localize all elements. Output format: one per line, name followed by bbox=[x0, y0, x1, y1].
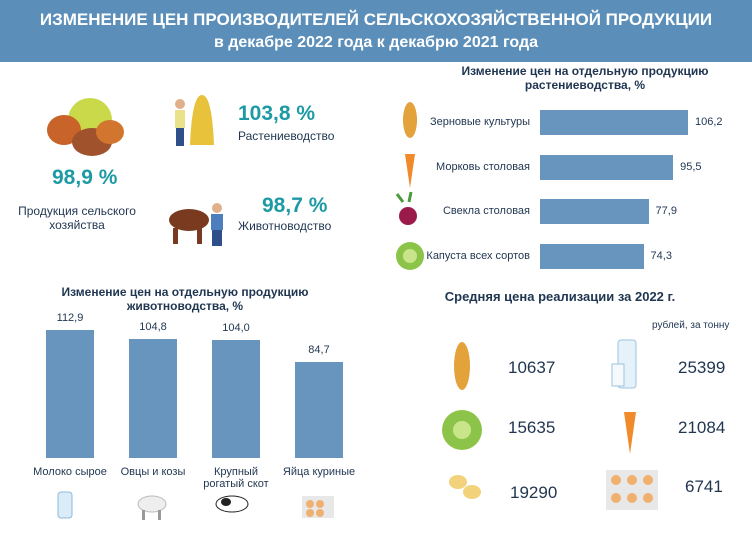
chart-title: Изменение цен на отдельную продукцию рас… bbox=[461, 64, 709, 92]
value-label: 106,2 bbox=[695, 116, 723, 128]
farmer-icon bbox=[175, 95, 214, 146]
bar bbox=[540, 110, 688, 135]
total-value: 98,9 % bbox=[52, 166, 118, 189]
category-label: Зерновые культуры bbox=[429, 116, 530, 128]
category-label: Капуста всех сортов bbox=[426, 250, 530, 263]
value-label: 104,0 bbox=[222, 322, 250, 335]
crops-value: 103,8 % bbox=[238, 102, 316, 125]
price-value: 25399 bbox=[678, 358, 726, 377]
category-label: Молоко сырое bbox=[33, 466, 107, 478]
header-subtitle: в декабре 2022 года к декабрю 2021 года bbox=[213, 34, 539, 51]
bar bbox=[540, 199, 649, 225]
bar bbox=[129, 339, 177, 458]
category-label: Яйца куриные bbox=[282, 466, 356, 478]
price-value: 6741 bbox=[685, 477, 723, 496]
price-icons bbox=[442, 339, 658, 510]
value-label: 77,9 bbox=[655, 205, 677, 218]
price-value: 15635 bbox=[508, 418, 556, 437]
chart-title: Изменение цен на отдельную продукцию жив… bbox=[61, 285, 309, 313]
livestock-icons bbox=[57, 491, 334, 520]
total-label: Продукция сельского хозяйства bbox=[18, 204, 136, 232]
livestock-label: Животноводство bbox=[238, 219, 332, 233]
header-title: ИЗМЕНЕНИЕ ЦЕН ПРОИЗВОДИТЕЛЕЙ СЕЛЬСКОХОЗЯ… bbox=[39, 10, 713, 29]
header-bar bbox=[0, 0, 752, 62]
category-label: Крупный рогатый скот bbox=[203, 466, 269, 490]
price-value: 10637 bbox=[508, 358, 556, 377]
vegetables-icon bbox=[47, 98, 124, 156]
bar bbox=[212, 340, 260, 458]
bar bbox=[46, 330, 94, 458]
price-value: 19290 bbox=[510, 483, 558, 502]
value-label: 112,9 bbox=[56, 312, 84, 324]
value-label: 104,8 bbox=[139, 321, 167, 334]
value-label: 74,3 bbox=[650, 250, 672, 263]
category-label: Свекла столовая bbox=[442, 205, 530, 218]
category-label: Морковь столовая bbox=[436, 160, 530, 173]
prices-title: Средняя цена реализации за 2022 г. bbox=[444, 289, 676, 304]
bar bbox=[295, 361, 343, 458]
cow-farmer-icon bbox=[169, 203, 223, 246]
bar bbox=[540, 244, 644, 270]
livestock-value: 98,7 % bbox=[262, 194, 328, 217]
price-value: 21084 bbox=[678, 418, 726, 437]
prices-unit: рублей, за тонну bbox=[652, 320, 730, 331]
bar bbox=[540, 154, 674, 180]
crop-icons bbox=[395, 102, 424, 270]
crops-label: Растениеводство bbox=[238, 129, 335, 143]
value-label: 84,7 bbox=[308, 343, 330, 356]
value-label: 95,5 bbox=[680, 160, 702, 173]
category-label: Овцы и козы bbox=[120, 466, 186, 478]
